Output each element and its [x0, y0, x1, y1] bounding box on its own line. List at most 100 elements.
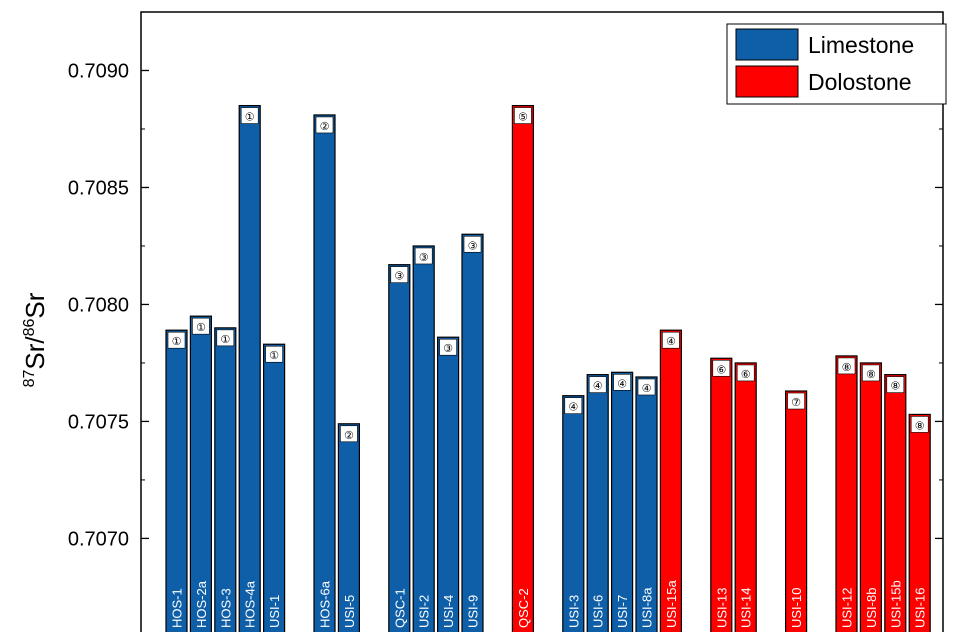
bar-marker-label: ④ [617, 377, 627, 390]
bar-category-label: USI-8b [864, 588, 879, 628]
bar-category-label: USI-1 [267, 595, 282, 628]
y-tick-label: 0.7085 [68, 177, 129, 199]
bar-marker-label: ① [269, 349, 279, 362]
bar [313, 114, 336, 632]
bar-marker-box [216, 329, 235, 347]
bar-marker-label: ③ [443, 342, 453, 355]
bar-marker-box [736, 364, 755, 382]
bar-marker-label: ③ [468, 239, 478, 252]
bar-marker-box [463, 235, 482, 253]
bar [337, 423, 360, 632]
bar-category-label: USI-15a [664, 580, 679, 628]
bar-marker-box [588, 376, 607, 393]
bar-marker-box [637, 378, 656, 396]
plot-frame [140, 11, 944, 632]
bar-marker-box [315, 116, 334, 134]
bar [461, 233, 484, 632]
bar-marker-label: ④ [593, 380, 603, 393]
legend-label-dolostone: Dolostone [808, 69, 912, 95]
bar-category-label: USI-5 [342, 595, 357, 628]
bar-category-label: HOS-4a [243, 580, 258, 628]
y-tick-label: 0.7080 [68, 294, 129, 316]
bar-marker-box [390, 266, 409, 283]
bar [908, 413, 931, 632]
bar-marker-box [414, 247, 433, 265]
bar [189, 315, 212, 632]
bar-marker-label: ① [245, 111, 255, 124]
bar-category-label: QSC-2 [516, 588, 531, 628]
bar-category-label: HOS-3 [218, 588, 233, 628]
bar-category-label: USI-8a [640, 587, 655, 628]
bar-marker-box [514, 107, 532, 124]
bar [511, 104, 535, 632]
bar-category-label: HOS-6a [318, 580, 333, 628]
bar-category-label: USI-12 [840, 588, 855, 628]
bar [710, 357, 733, 632]
bar-marker-box [613, 374, 631, 391]
bar-category-label: USI-6 [591, 595, 606, 628]
bar-marker-box [910, 416, 929, 433]
ylabel-sup-1: 87 [21, 370, 38, 388]
bar [165, 329, 188, 632]
bar-marker-label: ⑧ [890, 380, 900, 393]
bar-marker-label: ③ [419, 251, 429, 264]
bar-marker-label: ① [196, 321, 206, 334]
bar-marker-label: ② [344, 429, 354, 442]
bar-category-label: HOS-2a [194, 580, 209, 628]
bar [859, 362, 883, 632]
bar [238, 104, 261, 632]
bar [562, 395, 585, 632]
bar-marker-label: ⑧ [842, 361, 852, 374]
ylabel-main-1: Sr/ [20, 336, 50, 370]
bar-marker-label: ⑦ [791, 396, 801, 409]
legend: Limestone Dolostone [726, 23, 947, 105]
bar [784, 390, 808, 632]
bar-category-label: USI-9 [466, 595, 481, 628]
ylabel-main-2: Sr [20, 292, 50, 318]
bar-marker-box [265, 345, 283, 363]
bar [635, 376, 658, 632]
bar-marker-box [886, 376, 905, 393]
y-tick-label: 0.7075 [68, 411, 129, 433]
bar-category-label: USI-3 [566, 595, 581, 628]
bar-marker-box [787, 392, 805, 410]
bar-marker-label: ④ [666, 335, 676, 348]
bar-marker-box [662, 331, 680, 349]
ylabel-sup-2: 86 [21, 318, 38, 336]
bar [835, 355, 858, 632]
bar [412, 245, 435, 632]
legend-label-limestone: Limestone [808, 32, 914, 58]
bar [388, 264, 411, 632]
bar [734, 362, 757, 632]
bar [610, 371, 634, 632]
bar-category-label: USI-7 [615, 595, 630, 628]
bar-marker-box [564, 397, 583, 414]
bar-category-label: USI-10 [789, 588, 804, 628]
bar-category-label: USI-13 [714, 588, 729, 628]
bar-marker-label: ⑧ [915, 419, 925, 432]
bar [659, 329, 683, 632]
y-axis: 0.7070 0.7075 0.7080 0.7085 0.7090 [68, 11, 943, 550]
bar-marker-box [340, 425, 358, 443]
y-tick-label: 0.7090 [68, 60, 129, 82]
bar-marker-label: ③ [394, 270, 404, 283]
bar [586, 374, 609, 632]
bar-category-label: USI-4 [441, 595, 456, 628]
bar-marker-label: ④ [568, 401, 578, 414]
bar-marker-box [837, 357, 856, 375]
bars-layer: ① HOS-1 ① HOS-2a ① HOS-3 ① HOS-4a ① USI-1 ② HOS-6a ②… [165, 104, 931, 632]
bar [437, 336, 460, 632]
y-axis-title: 87Sr/86Sr [20, 292, 50, 387]
bar-marker-label: ④ [642, 382, 652, 395]
bar-marker-label: ⑤ [518, 111, 528, 124]
bar [214, 327, 237, 632]
bar-category-label: USI-2 [417, 595, 432, 628]
bar-category-label: USI-16 [913, 588, 928, 628]
bar-category-label: QSC-1 [392, 588, 407, 628]
bar-category-label: USI-15b [888, 580, 903, 628]
bar-category-label: HOS-1 [170, 588, 185, 628]
bar [884, 374, 907, 632]
bar-marker-box [167, 331, 186, 349]
bar-marker-box [192, 317, 210, 335]
